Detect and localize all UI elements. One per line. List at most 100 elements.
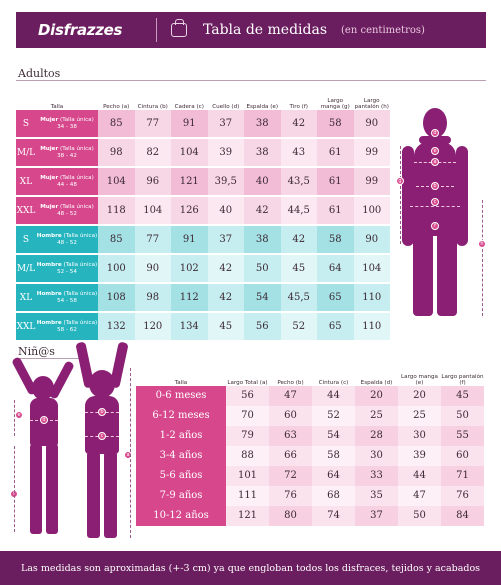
table-row: M/L Mujer (Talla única) 38 - 42 98 82 104 39 38… xyxy=(16,139,390,166)
size-cell: XXL xyxy=(16,197,36,224)
table-row: S Hombre (Talla única) 48 - 52 85 77 91 37 38 42… xyxy=(16,226,390,253)
value-cell: 70 xyxy=(226,406,269,426)
value-cell: 43,5 xyxy=(280,168,317,195)
value-cell: 40 xyxy=(207,197,244,224)
col-head-tiro: Tiro (f) xyxy=(289,104,308,110)
value-cell: 108 xyxy=(98,284,135,311)
value-cell: 88 xyxy=(226,446,269,466)
adult-marker-g: g xyxy=(396,177,404,185)
boy-head xyxy=(32,376,54,400)
value-cell: 20 xyxy=(398,386,441,406)
col-head-pecho: Pecho (a) xyxy=(103,104,130,110)
value-cell: 66 xyxy=(269,446,312,466)
value-cell: 90 xyxy=(134,255,171,282)
girl-right-leg xyxy=(104,452,117,538)
size-cell: S xyxy=(16,226,36,253)
value-cell: 50 xyxy=(398,506,441,526)
value-cell: 77 xyxy=(134,226,171,253)
value-cell: 37 xyxy=(207,226,244,253)
table-row: S Mujer (Talla única) 34 - 38 85 77 91 37 38 42 5… xyxy=(16,110,390,137)
type-cell: Hombre (Talla única) 48 - 52 xyxy=(36,226,98,253)
value-cell: 44,5 xyxy=(280,197,317,224)
table-row: 7-9 años 111 76 68 35 47 76 xyxy=(136,486,484,506)
kids-size-label: 5-6 años xyxy=(136,466,226,486)
type-range: 38 - 42 xyxy=(57,152,77,159)
type-cell: Hombre (Talla única) 58 - 62 xyxy=(36,313,98,340)
table-row: 1-2 años 79 63 54 28 30 55 xyxy=(136,426,484,446)
table-row: 0-6 meses 56 47 44 20 20 45 xyxy=(136,386,484,406)
value-cell: 30 xyxy=(355,446,398,466)
value-cell: 91 xyxy=(171,110,208,137)
value-cell: 35 xyxy=(355,486,398,506)
value-cell: 45 xyxy=(207,313,244,340)
type-range: 48 - 52 xyxy=(57,239,77,246)
type-label: Hombre (Talla única) xyxy=(36,319,98,326)
value-cell: 50 xyxy=(244,255,281,282)
value-cell: 76 xyxy=(441,486,484,506)
value-cell: 65 xyxy=(317,284,354,311)
value-cell: 118 xyxy=(98,197,135,224)
size-cell: M/L xyxy=(16,255,36,282)
value-cell: 102 xyxy=(171,255,208,282)
value-cell: 39 xyxy=(207,139,244,166)
value-cell: 68 xyxy=(312,486,355,506)
kids-divider xyxy=(16,358,86,359)
kids-marker-e: e xyxy=(15,411,23,419)
type-label: Hombre (Talla única) xyxy=(36,232,98,239)
type-label: Hombre (Talla única) xyxy=(36,290,98,297)
value-cell: 39 xyxy=(398,446,441,466)
value-cell: 38 xyxy=(244,110,281,137)
type-label: Mujer (Talla única) xyxy=(40,116,94,123)
value-cell: 58 xyxy=(317,226,354,253)
value-cell: 37 xyxy=(355,506,398,526)
value-cell: 45 xyxy=(280,255,317,282)
size-cell: S xyxy=(16,110,36,137)
kids-col-head-largo-pantalon: Largo pantalón (f) xyxy=(441,374,484,386)
type-range: 54 - 58 xyxy=(57,297,77,304)
type-range: 58 - 62 xyxy=(57,326,77,333)
adult-marker-f: f xyxy=(431,222,439,230)
adult-table-header: Talla Pecho (a) Cintura (b) Cadera (c) C… xyxy=(16,84,390,110)
type-cell: Hombre (Talla única) 52 - 54 xyxy=(36,255,98,282)
value-cell: 61 xyxy=(317,168,354,195)
kids-col-head-largo-total: Largo Total (a) xyxy=(227,380,268,386)
value-cell: 90 xyxy=(353,226,390,253)
col-head-largo-manga: Largo manga (g) xyxy=(320,98,350,110)
value-cell: 101 xyxy=(226,466,269,486)
value-cell: 54 xyxy=(312,426,355,446)
type-cell: Mujer (Talla única) 44 - 48 xyxy=(36,168,98,195)
value-cell: 42 xyxy=(207,284,244,311)
table-row: 10-12 años 121 80 74 37 50 84 xyxy=(136,506,484,526)
kids-size-label: 3-4 años xyxy=(136,446,226,466)
adults-section-title: Adultos xyxy=(18,67,61,80)
value-cell: 25 xyxy=(355,406,398,426)
value-cell: 43 xyxy=(280,139,317,166)
type-cell: Mujer (Talla única) 48 - 52 xyxy=(36,197,98,224)
value-cell: 37 xyxy=(207,110,244,137)
type-label: Hombre (Talla única) xyxy=(36,261,98,268)
brand-logo: Disfrazzes xyxy=(38,21,123,39)
value-cell: 40 xyxy=(244,168,281,195)
value-cell: 42 xyxy=(280,110,317,137)
kids-size-label: 10-12 años xyxy=(136,506,226,526)
value-cell: 104 xyxy=(134,197,171,224)
value-cell: 28 xyxy=(355,426,398,446)
value-cell: 56 xyxy=(226,386,269,406)
value-cell: 121 xyxy=(171,168,208,195)
value-cell: 64 xyxy=(312,466,355,486)
value-cell: 98 xyxy=(134,284,171,311)
size-cell: XXL xyxy=(16,313,36,340)
table-row: 6-12 meses 70 60 52 25 25 50 xyxy=(136,406,484,426)
type-cell: Hombre (Talla única) 54 - 58 xyxy=(36,284,98,311)
value-cell: 80 xyxy=(269,506,312,526)
value-cell: 45 xyxy=(441,386,484,406)
header-bar: Disfrazzes Tabla de medidas (en centimet… xyxy=(16,12,486,48)
value-cell: 63 xyxy=(269,426,312,446)
type-cell: Mujer (Talla única) 34 - 38 xyxy=(36,110,98,137)
value-cell: 20 xyxy=(355,386,398,406)
value-cell: 134 xyxy=(171,313,208,340)
value-cell: 104 xyxy=(98,168,135,195)
kids-col-head-espalda: Espalda (d) xyxy=(360,380,393,386)
value-cell: 72 xyxy=(269,466,312,486)
value-cell: 58 xyxy=(312,446,355,466)
